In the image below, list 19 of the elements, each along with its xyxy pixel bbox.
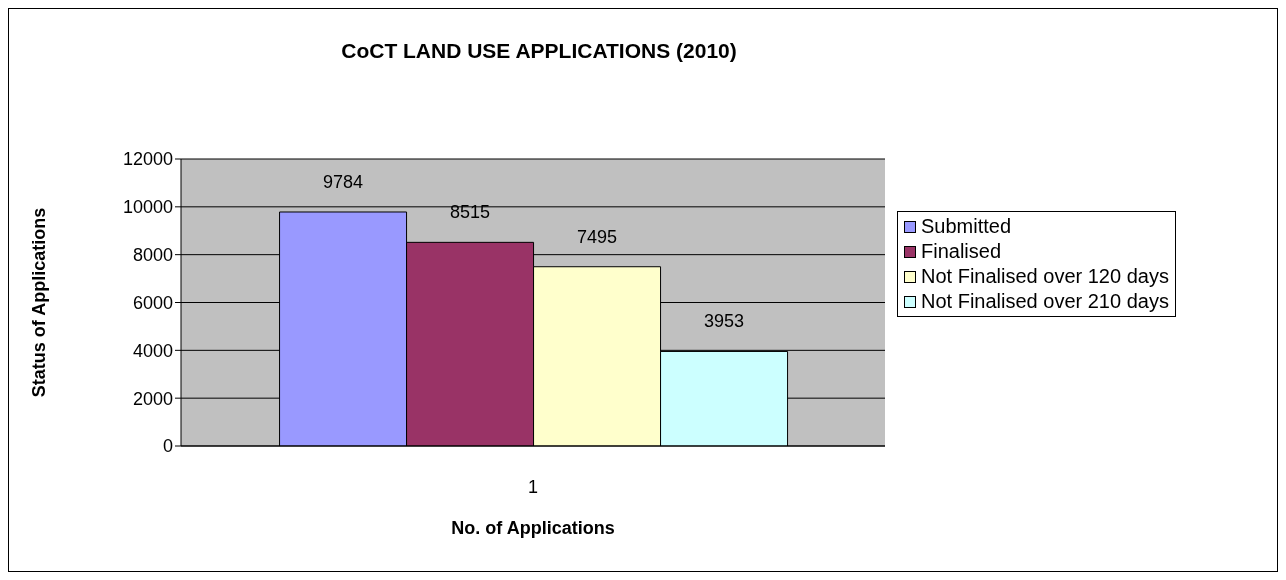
legend-label: Not Finalised over 210 days: [920, 289, 1169, 314]
legend-label: Not Finalised over 120 days: [920, 264, 1169, 289]
y-tick-label: 8000: [132, 245, 173, 266]
legend-label: Finalised: [920, 239, 1003, 264]
y-tick-label: 6000: [132, 292, 173, 313]
chart-title: CoCT LAND USE APPLICATIONS (2010): [340, 39, 738, 63]
legend-label: Submitted: [920, 214, 1013, 239]
y-tick-label: 12000: [122, 149, 173, 170]
data-label: 8515: [450, 202, 491, 223]
y-tick-label: 10000: [122, 197, 173, 218]
y-tick-label: 2000: [132, 388, 173, 409]
data-label: 3953: [704, 311, 745, 332]
y-axis-title: Status of Applications: [29, 207, 50, 398]
x-tick-label: 1: [527, 476, 539, 497]
data-label: 7495: [577, 226, 618, 247]
x-axis-title: No. of Applications: [451, 518, 615, 538]
y-tick-label: 4000: [132, 340, 173, 361]
data-label: 9784: [323, 172, 364, 192]
y-tick-label: 0: [162, 436, 173, 457]
